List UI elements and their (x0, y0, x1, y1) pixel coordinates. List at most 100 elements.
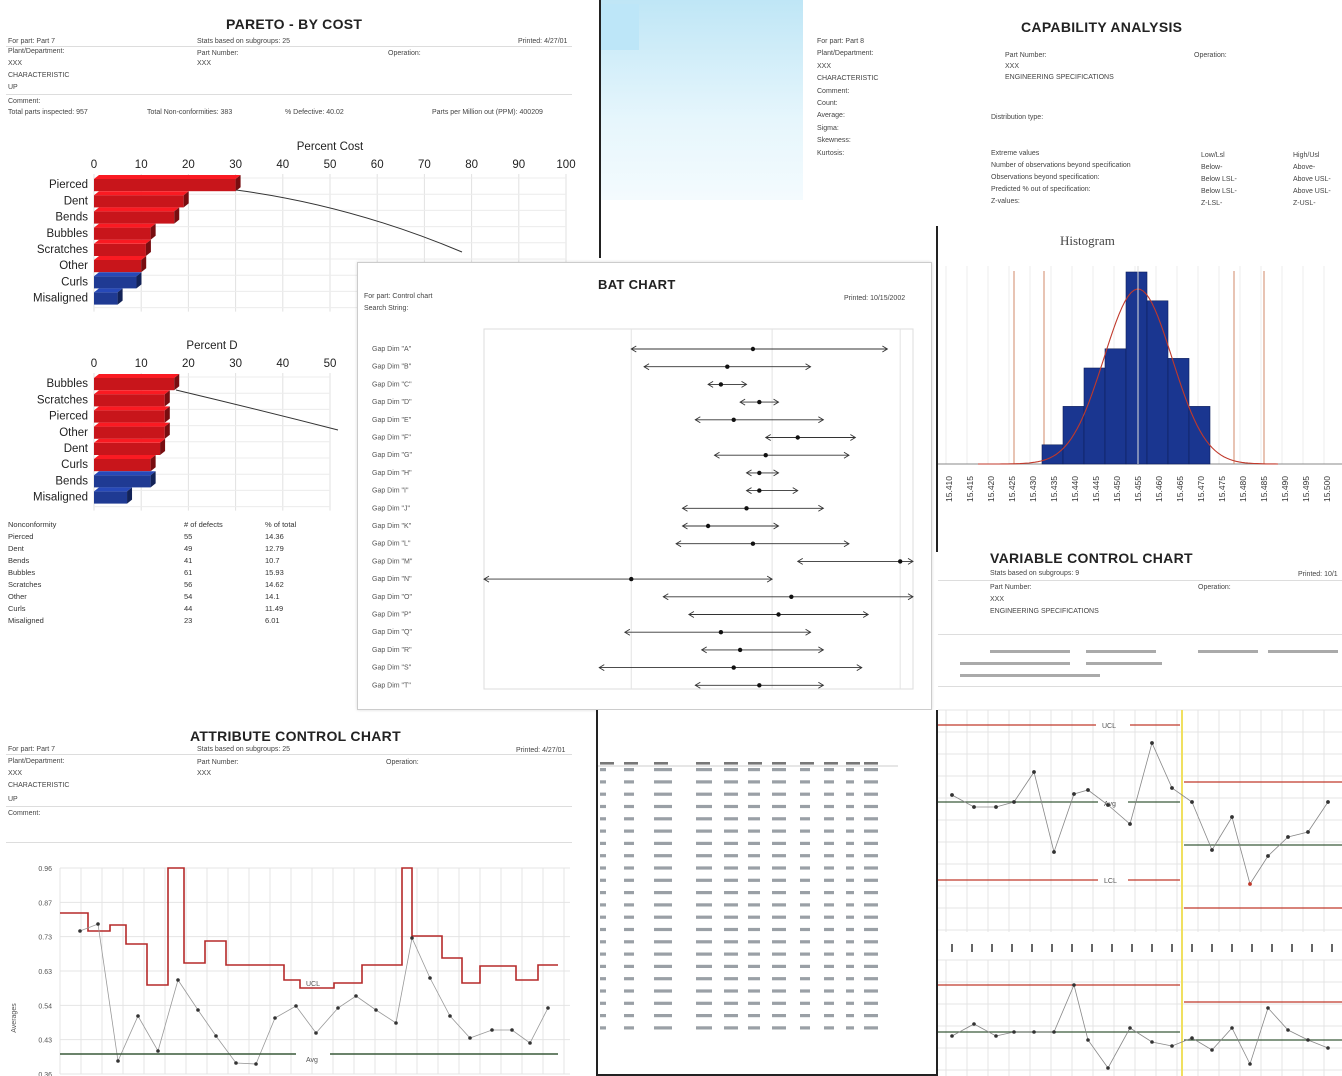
stats-cell-mark (772, 780, 786, 784)
batchart-point (789, 594, 794, 599)
batchart-category-label: Gap Dim "D" (372, 399, 412, 406)
attribute-data-point (214, 1034, 218, 1038)
stats-cell-mark (724, 829, 738, 833)
pareto-cost-bar (94, 276, 137, 289)
batchart-header-1: For part: Control chart (364, 293, 433, 300)
pareto-defects-tick: 10 (135, 358, 148, 370)
stats-cell-mark (654, 817, 672, 821)
variable-data-point (1248, 882, 1252, 886)
batchart-point (757, 399, 762, 405)
stats-cell-mark (600, 964, 606, 968)
batchart-arrow-right (882, 345, 889, 353)
stats-cell-mark (696, 878, 712, 882)
batchart-arrow-right (818, 646, 825, 654)
pareto-defects-tick: 50 (324, 358, 337, 370)
variable-range-point (1032, 1030, 1036, 1034)
stats-cell-mark (696, 1001, 712, 1005)
batchart-arrow-right (818, 416, 825, 424)
stats-cell-mark (696, 841, 712, 845)
stats-cell-mark (600, 977, 606, 981)
table-cell: Bubbles (8, 567, 36, 577)
attribute-data-point (528, 1041, 532, 1045)
pareto-defects-category-label: Misaligned (33, 492, 88, 504)
pareto-defects-bar-top (94, 438, 166, 443)
pareto-header-4: CHARACTERISTIC (8, 72, 70, 79)
stats-header-mark (846, 762, 860, 765)
batchart-category-label: Gap Dim "M" (372, 558, 413, 565)
pareto-table: Nonconformity # of defects % of total Pi… (8, 518, 302, 626)
stats-cell-mark (654, 866, 672, 870)
batchart-plot-frame (483, 328, 914, 690)
stats-cell-mark (654, 841, 672, 845)
stats-cell-mark (600, 1014, 606, 1018)
stats-cell-mark (600, 792, 606, 796)
histogram-tick-label: 15.415 (965, 476, 975, 502)
capability-line: Kurtosis: (817, 149, 845, 157)
batchart-arrow-left (662, 593, 669, 601)
capability-line: Comment: (817, 87, 850, 95)
pareto-cost-tick: 100 (556, 159, 575, 171)
stats-cell-mark (864, 804, 878, 809)
stats-cell-mark (748, 903, 760, 907)
histogram-bar (1083, 367, 1106, 465)
stats-cell-mark (800, 989, 810, 993)
batchart-point (718, 382, 724, 387)
variable-data-point (1326, 800, 1330, 804)
variable-axis-tick (1311, 944, 1313, 952)
variable-lcl-label: LCL (1104, 878, 1117, 885)
pareto-cost-bar-top (94, 239, 151, 244)
stats-cell-mark (724, 940, 738, 944)
capability-mid-line: Number of observations beyond specificat… (991, 162, 1131, 169)
variable-data-point (950, 793, 954, 797)
pareto-defects-bar-side (160, 438, 166, 455)
histogram-tick-label: 15.435 (1049, 476, 1059, 502)
batchart-arrow-left (796, 558, 803, 565)
stats-cell-mark (772, 964, 786, 968)
stats-table (598, 762, 898, 1030)
stats-cell-mark (846, 841, 854, 845)
stats-cell-mark (800, 817, 810, 821)
stats-cell-mark (624, 866, 634, 870)
stats-cell-mark (654, 964, 672, 968)
attribute-data-point (156, 1049, 160, 1053)
histogram-chart: 15.410 15.415 15.420 15.425 15.430 15.435 15.4… (938, 266, 1342, 502)
attribute-partnum: Part Number: (197, 759, 239, 766)
pareto-cost-category-label: Other (59, 260, 88, 272)
pareto-defects-tick: 40 (276, 358, 289, 370)
pareto-cost-bar (94, 195, 184, 208)
stats-cell-mark (824, 952, 834, 956)
stats-cell-mark (696, 829, 712, 833)
pareto-cost-axis-title: Percent Cost (297, 141, 364, 153)
pareto-col-defects: # of defects (184, 519, 223, 529)
stats-cell-mark (724, 977, 738, 981)
variable-ucl-label: UCL (1102, 723, 1116, 730)
variable-range-point (1190, 1036, 1194, 1040)
stats-cell-mark (824, 977, 834, 981)
pareto-defects-bar-side (164, 390, 170, 407)
histogram-tick-label: 15.480 (1238, 476, 1248, 502)
batchart-arrow-left (681, 504, 688, 512)
variable-axis-tick (1171, 944, 1173, 952)
variable-range-point (950, 1034, 954, 1038)
stats-cell-mark (824, 940, 834, 944)
histogram-tick-label: 15.420 (986, 476, 996, 502)
variable-range-point (1012, 1030, 1016, 1034)
stats-cell-mark (748, 964, 760, 968)
stats-header-mark (696, 762, 710, 765)
table-cell: 11.49 (265, 603, 284, 613)
attribute-header-6: Comment: (8, 810, 41, 817)
stats-cell-mark (864, 927, 878, 932)
stats-cell-mark (824, 768, 834, 772)
stats-cell-mark (624, 1026, 634, 1030)
stats-cell-mark (696, 952, 712, 956)
stats-cell-mark (724, 841, 738, 845)
stats-cell-mark (600, 1026, 606, 1030)
stats-cell-mark (748, 866, 760, 870)
stats-cell-mark (624, 927, 634, 932)
stats-cell-mark (846, 1014, 854, 1018)
capability-line: Count: (817, 100, 838, 107)
batchart-arrow-left (700, 646, 707, 654)
batchart-point (757, 470, 762, 476)
variable-range-point (1170, 1044, 1174, 1048)
pareto-cost-bar-side (145, 239, 151, 256)
